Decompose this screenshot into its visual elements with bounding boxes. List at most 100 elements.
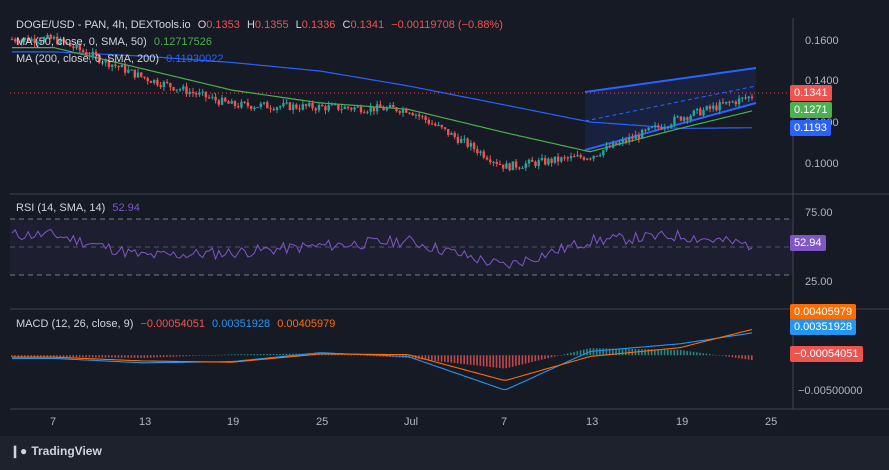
histogram-bar: [78, 355, 81, 358]
histogram-bar: [411, 355, 414, 359]
candle-body: [463, 138, 466, 140]
ohlc-low: L0.1336: [295, 19, 336, 31]
candle-body: [524, 163, 527, 168]
candle-body: [317, 105, 321, 111]
histogram-bar: [689, 351, 692, 356]
histogram-bar: [88, 355, 91, 358]
ma200-label: MA (200, close, 0, SMA, 200): [16, 53, 160, 65]
macd-legend[interactable]: MACD (12, 26, close, 9) −0.00054051 0.00…: [16, 318, 339, 331]
histogram-bar: [608, 348, 611, 356]
candle-body: [321, 105, 324, 107]
candle-body: [33, 38, 36, 43]
histogram-bar: [162, 355, 165, 358]
candle-body: [589, 158, 592, 160]
histogram-bar: [214, 355, 217, 356]
candle-body: [191, 91, 195, 94]
histogram-bar: [644, 349, 646, 356]
histogram-bar: [14, 355, 16, 358]
time-tick-label: 13: [586, 416, 598, 428]
macd-pane[interactable]: [10, 312, 793, 408]
candle-body: [644, 129, 647, 131]
candle-body: [120, 64, 124, 68]
histogram-bar: [492, 355, 495, 368]
ma50-label: MA (50, close, 0, SMA, 50): [16, 36, 147, 48]
histogram-bar: [431, 355, 433, 361]
histogram-bar: [353, 355, 356, 356]
histogram-bar: [250, 354, 252, 356]
histogram-bar: [111, 355, 113, 358]
histogram-bar: [275, 353, 278, 356]
candle-body: [162, 81, 166, 88]
candle-body: [169, 83, 172, 88]
macd-lines: [12, 328, 753, 391]
rsi-legend[interactable]: RSI (14, SMA, 14) 52.94: [16, 202, 144, 215]
chart-canvas[interactable]: 0.1600 0.1400 0.1200 0.1000 75.00 25.00 …: [0, 0, 889, 436]
candle-body: [385, 107, 389, 111]
histogram-bar: [191, 355, 194, 356]
histogram-bar: [576, 351, 579, 356]
histogram-bar: [243, 354, 246, 356]
candle-body: [417, 114, 421, 117]
histogram-bar: [62, 355, 65, 358]
histogram-bar: [279, 353, 281, 356]
histogram-bar: [56, 355, 58, 358]
candle-body: [43, 37, 46, 42]
histogram-bar: [101, 355, 104, 358]
candle-body: [440, 124, 443, 128]
histogram-bar: [683, 350, 685, 356]
histogram-bar: [489, 355, 491, 367]
ma200-legend[interactable]: MA (200, close, 0, SMA, 200) 0.11930022: [16, 53, 227, 66]
candle-body: [204, 91, 208, 98]
candle-body: [498, 163, 502, 165]
candle-body: [295, 104, 298, 109]
symbol-title[interactable]: DOGE/USD - PAN, 4h, DEXTools.io: [16, 19, 191, 31]
candle-body: [20, 39, 23, 43]
histogram-bar: [476, 355, 478, 366]
candle-body: [182, 86, 185, 90]
histogram-bar: [240, 354, 243, 356]
candle-body: [340, 108, 343, 110]
price-legend[interactable]: DOGE/USD - PAN, 4h, DEXTools.io O0.1353 …: [16, 19, 507, 32]
candle-body: [411, 113, 414, 116]
histogram-bar: [696, 352, 698, 356]
tradingview-logo[interactable]: ❙● TradingView: [10, 444, 102, 458]
histogram-bar: [20, 355, 23, 358]
candle-body: [243, 101, 246, 103]
candle-body: [123, 64, 127, 73]
candle-body: [363, 112, 366, 114]
macd-signal-value: 0.00405979: [277, 318, 336, 330]
histogram-bar: [117, 355, 120, 358]
histogram-bar: [179, 355, 181, 357]
candle-body: [741, 97, 744, 99]
histogram-bar: [586, 348, 588, 356]
histogram-bar: [715, 355, 718, 356]
channel-upper-line[interactable]: [584, 67, 757, 93]
histogram-bar: [75, 355, 78, 358]
candle-body: [430, 123, 434, 125]
candle-body: [253, 107, 256, 109]
candle-body: [611, 142, 615, 148]
histogram-bar: [599, 348, 601, 356]
rsi-pane[interactable]: [10, 198, 793, 306]
ma50-legend[interactable]: MA (50, close, 0, SMA, 50) 0.12717526: [16, 36, 216, 49]
candle-body: [508, 163, 511, 171]
histogram-bar: [347, 354, 349, 356]
candle-body: [78, 44, 82, 51]
candle-body: [692, 110, 696, 116]
candle-body: [715, 105, 718, 111]
candle-body: [359, 106, 363, 113]
candle-body: [734, 101, 738, 105]
histogram-bar: [427, 355, 430, 361]
histogram-bar: [563, 354, 566, 356]
candle-body: [489, 159, 492, 163]
histogram-bar: [602, 348, 604, 356]
histogram-bar: [172, 355, 175, 357]
candle-body: [227, 101, 230, 104]
candle-body: [146, 77, 149, 82]
candle-body: [605, 146, 608, 151]
histogram-bar: [595, 348, 598, 356]
histogram-bar: [327, 353, 330, 356]
candle-body: [14, 39, 17, 42]
candle-body: [485, 157, 489, 160]
candle-body: [682, 117, 686, 121]
